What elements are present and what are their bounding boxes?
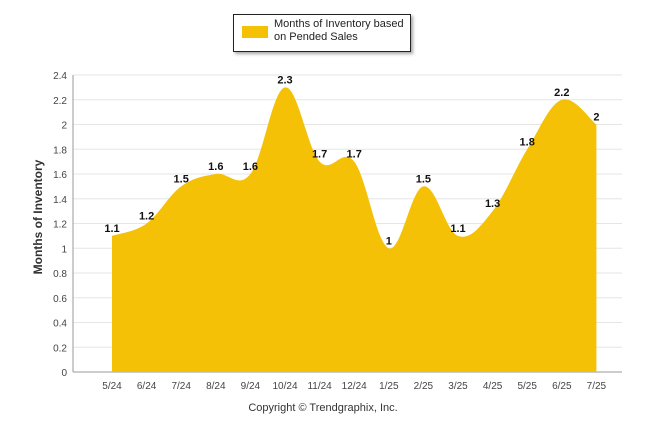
- x-tick-label: 6/24: [137, 381, 157, 392]
- data-label: 1.2: [139, 211, 154, 223]
- y-tick-label: 1.8: [53, 145, 67, 156]
- x-tick-label: 10/24: [272, 381, 297, 392]
- data-label: 1.7: [312, 149, 327, 161]
- y-tick-label: 1.2: [53, 220, 67, 231]
- y-tick-label: 0.8: [53, 269, 67, 280]
- data-label: 1.6: [243, 161, 258, 173]
- y-tick-label: 0.6: [53, 294, 67, 305]
- data-label: 1: [386, 235, 392, 247]
- x-tick-labels: 5/24 6/24 7/24 8/24 9/24 10/24 11/24 12/24 1/25 2…: [102, 381, 606, 392]
- x-tick-label: 7/25: [587, 381, 607, 392]
- x-tick-label: 4/25: [483, 381, 503, 392]
- data-label: 2.2: [554, 87, 569, 99]
- x-tick-label: 3/25: [448, 381, 468, 392]
- x-tick-label: 2/25: [414, 381, 434, 392]
- x-tick-label: 8/24: [206, 381, 226, 392]
- y-tick-label: 2.4: [53, 71, 67, 82]
- data-label: 1.5: [416, 173, 431, 185]
- y-tick-label: 1.4: [53, 195, 67, 206]
- data-label: 1.7: [347, 149, 362, 161]
- x-tick-label: 1/25: [379, 381, 399, 392]
- x-tick-label: 12/24: [342, 381, 367, 392]
- y-tick-label: 0.4: [53, 319, 67, 330]
- data-label: 1.1: [450, 223, 465, 235]
- data-label: 1.1: [104, 223, 119, 235]
- x-tick-label: 6/25: [552, 381, 572, 392]
- copyright-text: Copyright © Trendgraphix, Inc.: [248, 402, 398, 414]
- x-tick-label: 9/24: [241, 381, 261, 392]
- series-area: [112, 87, 597, 372]
- data-label: 1.8: [520, 136, 535, 148]
- data-label: 2.3: [277, 74, 292, 86]
- series-area-group: [112, 87, 597, 372]
- x-tick-label: 7/24: [171, 381, 191, 392]
- x-tick-label: 11/24: [307, 381, 332, 392]
- y-tick-label: 0: [61, 368, 67, 379]
- data-label: 1.5: [174, 173, 189, 185]
- y-tick-label: 2: [61, 121, 67, 132]
- y-tick-label: 1: [61, 244, 67, 255]
- y-tick-label: 0.2: [53, 343, 67, 354]
- x-tick-label: 5/25: [517, 381, 537, 392]
- legend-swatch: [242, 26, 268, 38]
- y-tick-label: 1.6: [53, 170, 67, 181]
- x-tick-label: 5/24: [102, 381, 122, 392]
- data-labels: 1.1 1.2 1.5 1.6 1.6 2.3 1.7 1.7 1 1.5 1.1 1.3 1.8 2.2…: [104, 74, 599, 247]
- y-tick-label: 2.2: [53, 96, 67, 107]
- data-label: 1.3: [485, 198, 500, 210]
- legend-label: Months of Inventory based on Pended Sale…: [274, 18, 404, 43]
- data-label: 2: [593, 112, 599, 124]
- y-tick-labels: 0 0.2 0.4 0.6 0.8 1 1.2 1.4 1.6 1.8 2 2.2 2.4: [53, 71, 67, 379]
- legend: Months of Inventory based on Pended Sale…: [233, 14, 411, 52]
- data-label: 1.6: [208, 161, 223, 173]
- y-axis-title: Months of Inventory: [31, 159, 45, 275]
